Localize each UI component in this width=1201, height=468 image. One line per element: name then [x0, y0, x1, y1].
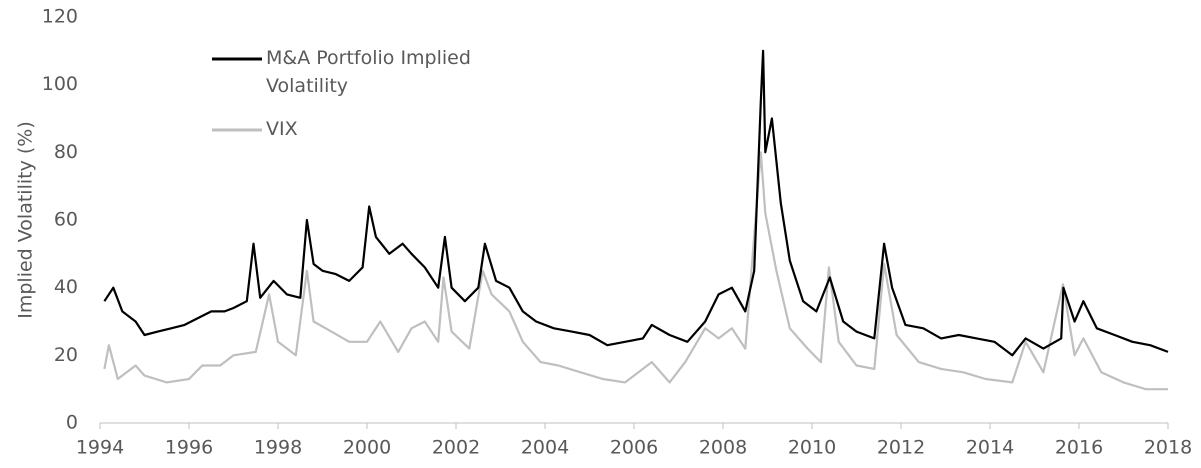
- x-tick-label: 2018: [1144, 437, 1192, 459]
- series-line: [103, 151, 1168, 391]
- x-tick-label: 2012: [877, 437, 925, 459]
- series-line: [103, 49, 1169, 357]
- y-tick-label: 120: [42, 6, 78, 28]
- y-axis-label: Implied Volatility (%): [15, 121, 37, 319]
- y-tick-label: 40: [54, 276, 78, 298]
- x-tick-label: 2010: [788, 437, 836, 459]
- x-tick-label: 2006: [610, 437, 658, 459]
- legend-entry: VIX: [266, 118, 298, 140]
- x-tick-label: 1996: [165, 437, 213, 459]
- legend-label: VIX: [266, 118, 298, 140]
- x-tick-label: 2014: [966, 437, 1014, 459]
- x-tick-label: 1998: [254, 437, 302, 459]
- x-tick-label: 2008: [699, 437, 747, 459]
- y-tick-label: 100: [42, 73, 78, 95]
- x-tick-label: 2016: [1055, 437, 1103, 459]
- y-tick-label: 20: [54, 344, 78, 366]
- x-tick-label: 1994: [76, 437, 124, 459]
- y-tick-label: 0: [66, 412, 78, 434]
- y-tick-label: 80: [54, 141, 78, 163]
- legend-label: M&A Portfolio Implied Volatility: [266, 47, 471, 97]
- x-tick-label: 2000: [343, 437, 391, 459]
- x-tick-label: 2002: [432, 437, 480, 459]
- x-tick-label: 2004: [521, 437, 569, 459]
- y-tick-label: 60: [54, 209, 78, 231]
- legend-entry: M&A Portfolio Implied Volatility: [266, 47, 471, 97]
